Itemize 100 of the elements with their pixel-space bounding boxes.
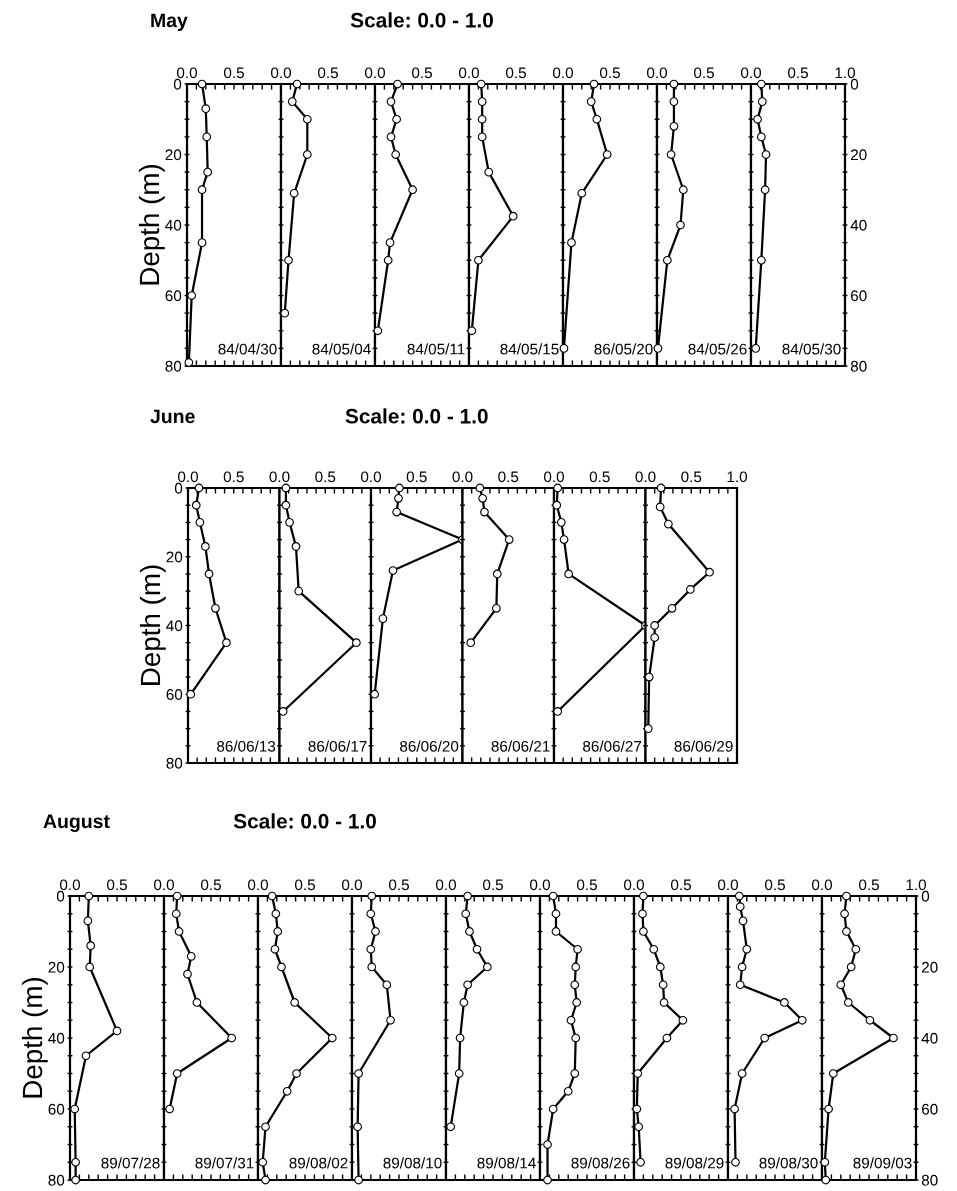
x-tick-label: 0.5: [576, 879, 597, 891]
x-tick-label: 0.5: [106, 879, 127, 891]
y-tick-label: 0: [850, 78, 859, 90]
x-tick-label: 0.5: [406, 471, 427, 483]
x-tick-label: 0.0: [177, 471, 199, 483]
annotation: 86/06/13: [217, 740, 276, 752]
y-tick-label: 60: [165, 290, 182, 302]
x-tick-label: 0.0: [635, 471, 656, 483]
chart-title: Scale: 0.0 - 1.0: [233, 813, 376, 829]
y-tick-label: 20: [921, 961, 938, 973]
x-tick-label: 0.0: [435, 879, 457, 891]
annotation: 84/05/15: [500, 343, 559, 355]
annotation: 84/04/30: [218, 343, 277, 355]
y-tick-label: 80: [165, 360, 182, 372]
annotation: 89/08/30: [759, 1157, 818, 1169]
x-tick-label: 0.5: [317, 67, 338, 79]
y-axis-title: Depth (m): [138, 164, 165, 285]
chart-title: Scale: 0.0 - 1.0: [350, 12, 493, 28]
y-tick-label: 0: [56, 890, 65, 902]
chart-title: Scale: 0.0 - 1.0: [345, 408, 488, 424]
x-tick-label: 0.0: [364, 67, 386, 79]
y-tick-label: 40: [165, 219, 182, 231]
x-tick-label: 0.5: [787, 67, 808, 79]
x-tick-label: 0.5: [693, 67, 714, 79]
x-tick-label: 0.5: [764, 879, 785, 891]
y-tick-label: 20: [850, 149, 867, 161]
x-tick-label: 0.0: [341, 879, 363, 891]
x-tick-label: 0.0: [543, 471, 565, 483]
x-tick-label: 1.0: [727, 471, 748, 483]
y-tick-label: 0: [174, 482, 183, 494]
y-tick-label: 20: [48, 961, 65, 973]
annotation: 89/09/03: [853, 1157, 912, 1169]
y-tick-label: 80: [166, 757, 183, 769]
x-tick-label: 0.0: [529, 879, 551, 891]
x-tick-label: 0.0: [623, 879, 645, 891]
y-axis-title: Depth (m): [21, 977, 48, 1098]
y-tick-label: 20: [165, 149, 182, 161]
annotation: 89/08/14: [477, 1157, 536, 1169]
y-tick-label: 80: [921, 1174, 938, 1186]
annotation: 84/05/26: [688, 343, 747, 355]
y-tick-label: 60: [850, 290, 867, 302]
annotation: 89/08/02: [289, 1157, 348, 1169]
annotation: 89/07/31: [195, 1157, 254, 1169]
y-axis-title: Depth (m): [139, 565, 166, 685]
x-tick-label: 0.5: [223, 67, 244, 79]
annotation: 89/08/29: [665, 1157, 724, 1169]
y-tick-label: 60: [921, 1103, 938, 1115]
x-tick-label: 0.0: [740, 67, 762, 79]
y-tick-label: 40: [850, 219, 867, 231]
x-tick-label: 0.0: [458, 67, 480, 79]
x-tick-label: 0.5: [411, 67, 432, 79]
x-tick-label: 0.0: [269, 471, 290, 483]
x-tick-label: 0.0: [59, 879, 81, 891]
annotation: 89/08/10: [383, 1157, 442, 1169]
y-tick-label: 80: [48, 1174, 65, 1186]
annotation: 84/05/30: [782, 343, 841, 355]
x-tick-label: 0.5: [589, 471, 610, 483]
x-tick-label: 0.5: [858, 879, 879, 891]
chart-title: May: [151, 13, 188, 32]
x-tick-label: 1.0: [906, 879, 927, 891]
annotation: 86/06/20: [400, 740, 459, 752]
chart-title: August: [43, 814, 110, 833]
annotation: 89/07/28: [101, 1157, 160, 1169]
x-tick-label: 0.5: [599, 67, 620, 79]
y-tick-label: 40: [48, 1032, 65, 1044]
annotation: 89/08/26: [571, 1157, 630, 1169]
annotation: 86/06/17: [308, 740, 367, 752]
y-tick-label: 20: [166, 551, 183, 563]
x-tick-label: 0.5: [681, 471, 702, 483]
x-tick-label: 0.0: [247, 879, 269, 891]
x-tick-label: 0.5: [482, 879, 503, 891]
x-tick-label: 0.5: [670, 879, 691, 891]
x-tick-label: 0.0: [360, 471, 382, 483]
x-tick-label: 0.5: [505, 67, 526, 79]
x-tick-label: 0.0: [176, 67, 198, 79]
x-tick-label: 0.5: [315, 471, 336, 483]
x-tick-label: 0.0: [552, 67, 574, 79]
x-tick-label: 0.5: [223, 471, 244, 483]
x-tick-label: 0.0: [717, 879, 739, 891]
annotation: 86/05/20: [594, 343, 653, 355]
y-tick-label: 0: [173, 78, 182, 90]
x-tick-label: 0.0: [153, 879, 175, 891]
chart-title: June: [150, 409, 195, 424]
x-tick-label: 0.0: [270, 67, 292, 79]
x-tick-label: 0.0: [811, 879, 833, 891]
annotation: 86/06/27: [583, 740, 642, 752]
annotation: 84/05/04: [312, 343, 371, 355]
annotation: 86/06/29: [674, 740, 733, 752]
y-tick-label: 40: [921, 1032, 938, 1044]
x-tick-label: 0.5: [498, 471, 519, 483]
x-tick-label: 0.5: [294, 879, 315, 891]
y-tick-label: 40: [166, 620, 183, 632]
x-tick-label: 0.0: [452, 471, 473, 483]
y-tick-label: 60: [48, 1103, 65, 1115]
annotation: 84/05/11: [407, 343, 465, 355]
x-tick-label: 0.0: [646, 67, 668, 79]
y-tick-label: 0: [921, 890, 930, 902]
y-tick-label: 80: [850, 360, 867, 372]
x-tick-label: 0.5: [388, 879, 409, 891]
y-tick-label: 60: [166, 689, 183, 700]
